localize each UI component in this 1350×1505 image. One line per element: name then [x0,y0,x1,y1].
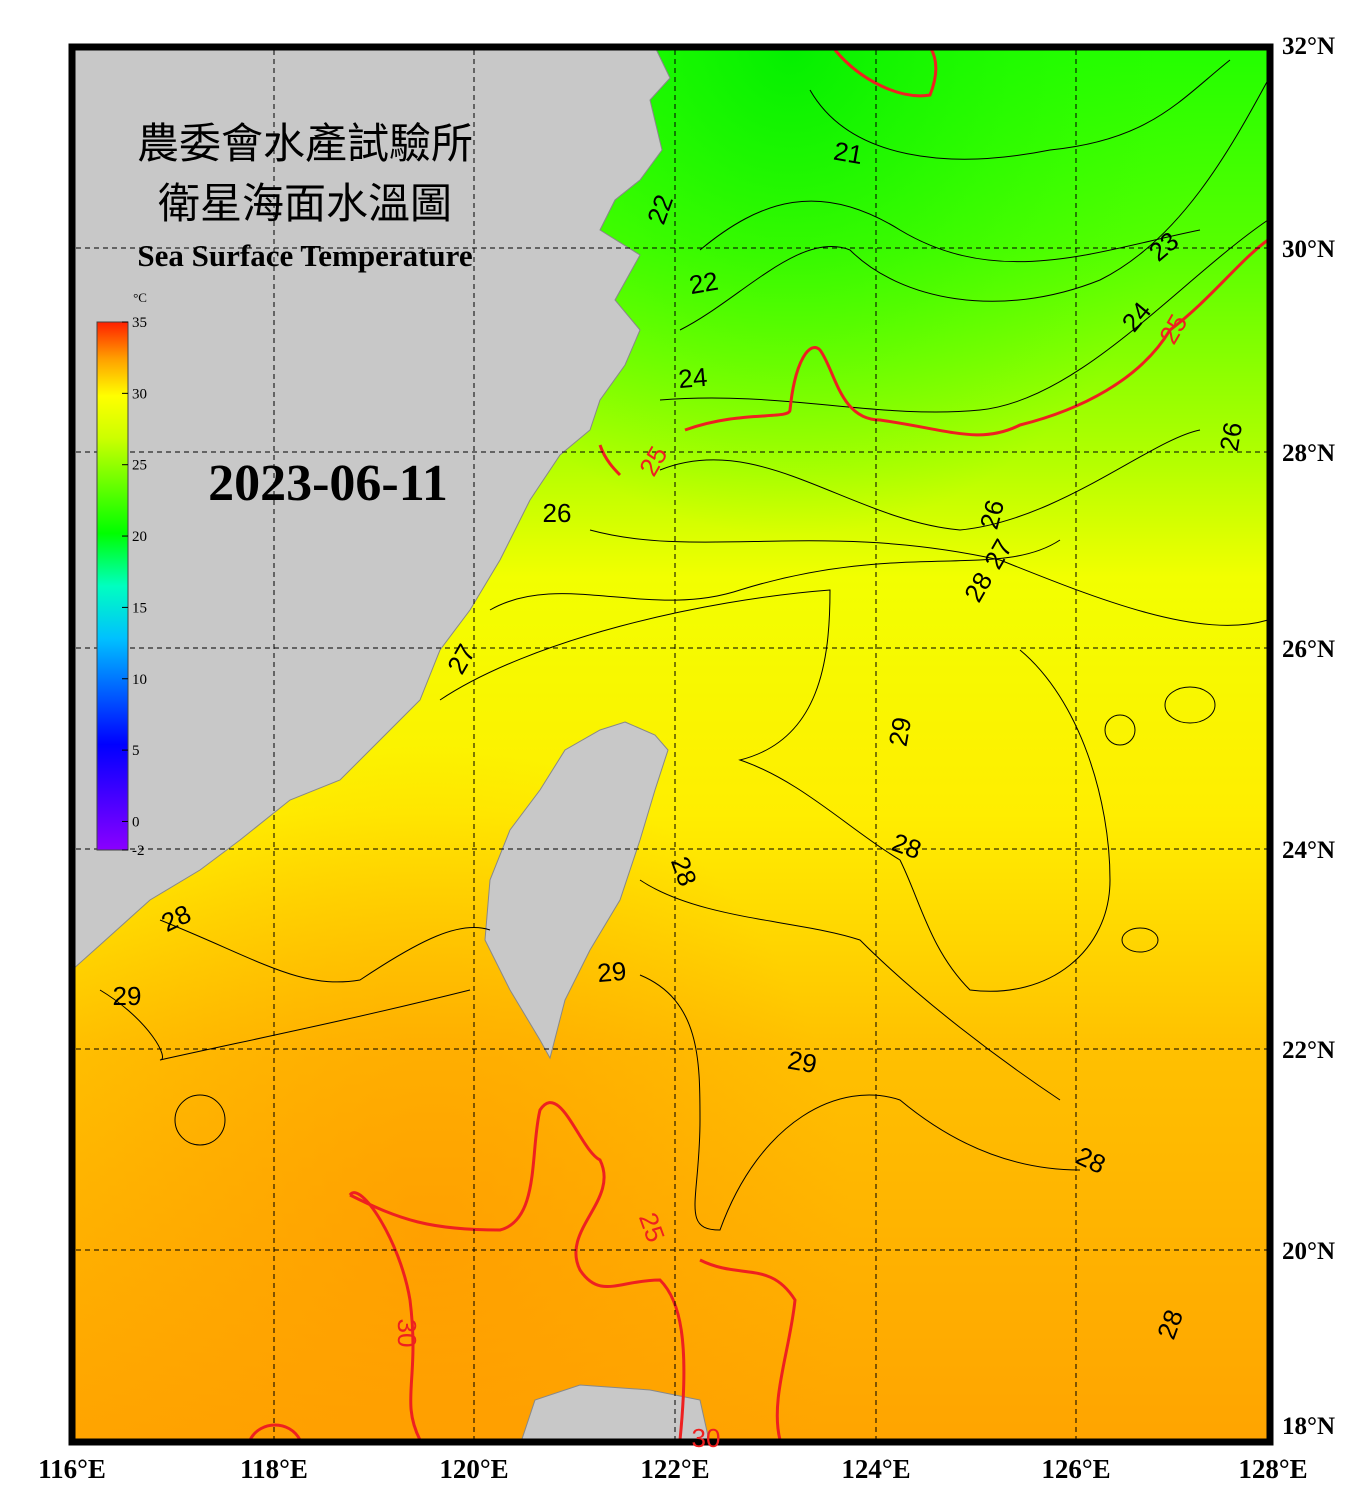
map-area [72,47,1270,1442]
title-zh-2: 衛星海面水溫圖 [158,182,452,228]
contour-label: 24 [677,362,708,394]
colorbar-tick-label: 15 [132,600,147,616]
lon-label: 122°E [640,1454,709,1484]
lat-label: 32°N [1282,33,1335,60]
lat-label: 28°N [1282,440,1335,467]
lat-label: 26°N [1282,636,1335,663]
colorbar-tick-label: 20 [132,529,147,545]
lon-label: 128°E [1238,1454,1307,1484]
contour-label: 22 [687,266,721,301]
lon-label: 116°E [38,1454,106,1484]
contour-label: 29 [786,1045,820,1080]
lon-label: 126°E [1041,1454,1110,1484]
colorbar [96,321,129,851]
colorbar-tick-label: -2 [132,843,145,859]
colorbar-tick-label: 5 [132,743,140,759]
date: 2023-06-11 [208,455,448,512]
lon-label: 124°E [841,1454,910,1484]
lon-label: 118°E [240,1454,308,1484]
contour-label: 26 [1214,420,1249,454]
contour-label: 29 [883,715,918,749]
map-frame [68,43,1274,1446]
graticule [76,50,1267,1440]
title-en: Sea Surface Temperature [137,238,472,273]
contour-label: 21 [832,136,866,171]
red-contours [248,47,1269,1441]
colorbar-tick-label: 30 [132,386,147,402]
lat-label: 30°N [1282,236,1335,263]
contour-label: 29 [596,956,627,988]
lat-label: 24°N [1282,837,1335,864]
colorbar-tick-label: 35 [132,315,147,331]
colorbar-tick-label: 0 [132,814,140,830]
china-coast [72,47,671,971]
colorbar-tick-label: 10 [132,672,147,688]
colorbar-tick-label: 25 [132,458,147,474]
contour-label: 30 [392,1319,422,1348]
contours [99,59,1269,1231]
contour-label: 26 [543,498,572,528]
colorbar-unit: °C [133,290,147,305]
lat-label: 18°N [1282,1413,1335,1440]
contour-label: 30 [692,1423,721,1453]
lat-label: 22°N [1282,1037,1335,1064]
lat-label: 20°N [1282,1238,1335,1265]
lon-label: 120°E [439,1454,508,1484]
contour-label: 29 [113,981,142,1011]
axis-labels: 116°E 118°E 120°E 122°E 124°E 126°E 128°E 32°N 3… [38,33,1335,1484]
title-zh-1: 農委會水產試驗所 [137,121,473,168]
luzon [520,1384,710,1442]
colorbar-ticks: 35 30 25 20 15 10 5 0 -2 [122,315,147,859]
